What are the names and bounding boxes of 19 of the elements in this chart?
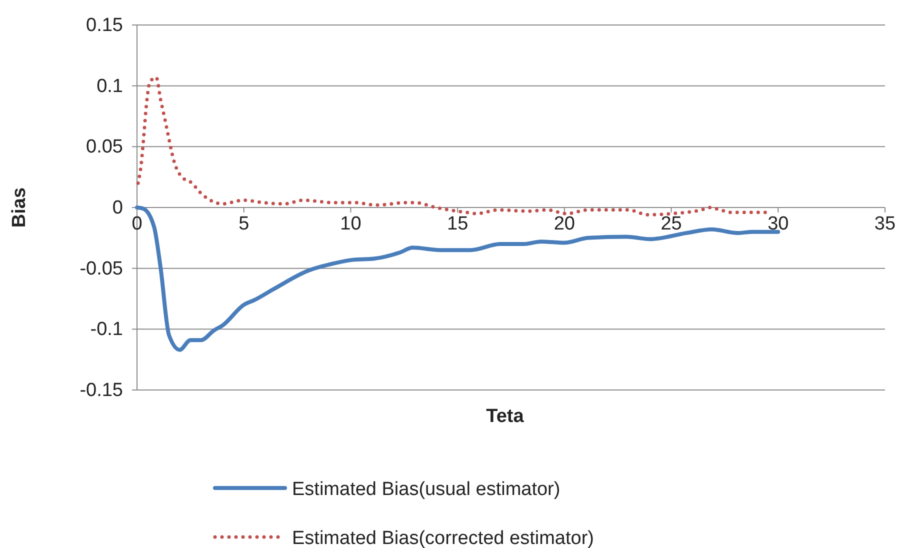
x-tick-label: 0 bbox=[132, 214, 142, 234]
y-tick-label: 0 bbox=[112, 198, 123, 218]
x-tick-label: 15 bbox=[447, 214, 468, 234]
legend-label: Estimated Bias(corrected estimator) bbox=[292, 528, 594, 548]
legend-label: Estimated Bias(usual estimator) bbox=[292, 479, 560, 500]
x-tick-label: 20 bbox=[554, 214, 575, 234]
x-tick-label: 35 bbox=[874, 214, 896, 234]
x-tick-label: 5 bbox=[238, 214, 250, 234]
x-tick-label: 30 bbox=[768, 214, 789, 234]
x-tick-label: 25 bbox=[660, 214, 682, 234]
y-tick-label: 0.1 bbox=[96, 76, 123, 97]
x-axis-title: Teta bbox=[486, 406, 524, 427]
y-tick-label: 0.15 bbox=[86, 15, 123, 36]
y-tick-label: 0.05 bbox=[86, 136, 123, 158]
y-tick-label: -0.15 bbox=[80, 380, 123, 401]
y-axis-title: Bias bbox=[9, 187, 30, 228]
x-tick-label: 10 bbox=[340, 214, 362, 234]
y-tick-label: -0.1 bbox=[90, 319, 123, 340]
y-tick-label: -0.05 bbox=[80, 258, 123, 280]
